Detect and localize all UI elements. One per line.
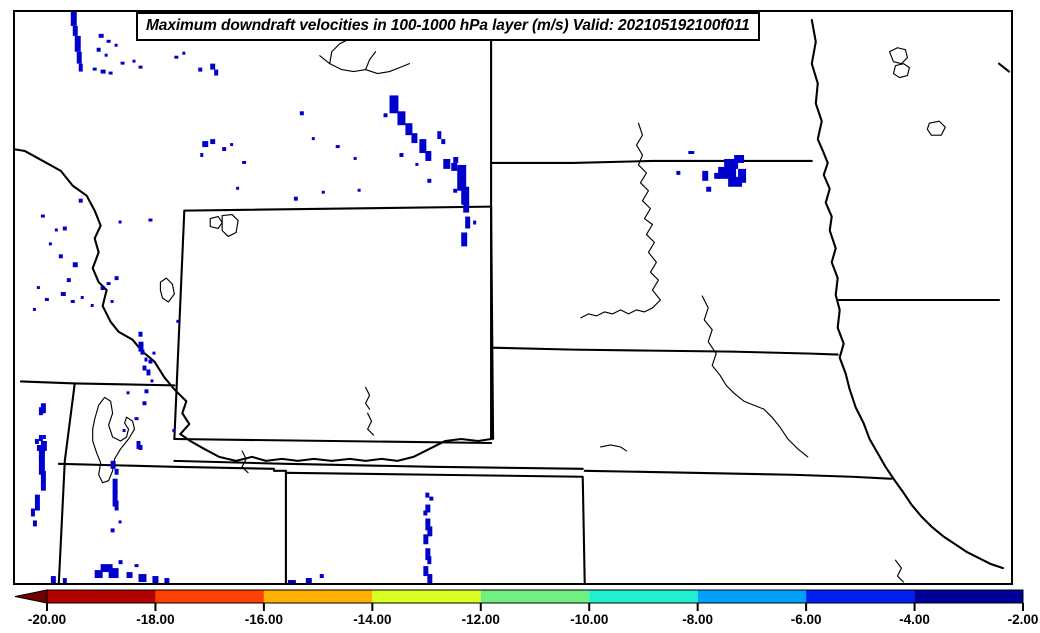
map-canvas [15,12,1011,583]
colorbar-segment-6 [697,590,807,603]
colorbar-tick-label: -2.00 [1007,612,1039,627]
map-panel [13,10,1013,585]
rivers-layer [92,39,946,583]
colorbar-segment-1 [155,590,264,603]
colorbar-outline [46,589,1024,604]
colorbar-segment-3 [372,590,481,603]
colorbar-tick-label: -6.00 [790,612,822,627]
chart-title-box: Maximum downdraft velocities in 100-1000… [136,12,760,41]
colorbar-tick-label: -18.00 [136,612,175,627]
colorbar-tick-label: -16.00 [244,612,284,627]
colorbar-tick-label: -20.00 [27,612,67,627]
colorbar-segment-5 [589,590,698,603]
colorbar-segment-0 [47,590,156,603]
colorbar: -20.00 -18.00 -16.00 -14.00 -12.00 -10.00 -8.0… [13,586,1039,633]
colorbar-segment-4 [480,590,590,603]
colorbar-ticks [46,603,1024,611]
colorbar-segment-2 [263,590,373,603]
colorbar-tick-label: -8.00 [682,612,714,627]
colorbar-segment-8 [914,590,1023,603]
colorbar-tick-label: -4.00 [899,612,930,627]
colorbar-segments [14,589,1024,604]
colorbar-tick-label: -12.00 [461,612,500,627]
colorbar-segment-7 [806,590,915,603]
colorbar-gradient [14,589,1024,611]
colorbar-tick-labels: -20.00 -18.00 -16.00 -14.00 -12.00 -10.00 -8.0… [13,612,1039,632]
colorbar-extend-min-arrow [14,589,48,604]
downdraft-data-layer [30,12,747,583]
colorbar-tick-label: -10.00 [570,612,609,627]
colorbar-tick-label: -14.00 [353,612,392,627]
state-borders-layer [15,12,1011,583]
page-title: Maximum downdraft velocities in 100-1000… [146,17,750,34]
